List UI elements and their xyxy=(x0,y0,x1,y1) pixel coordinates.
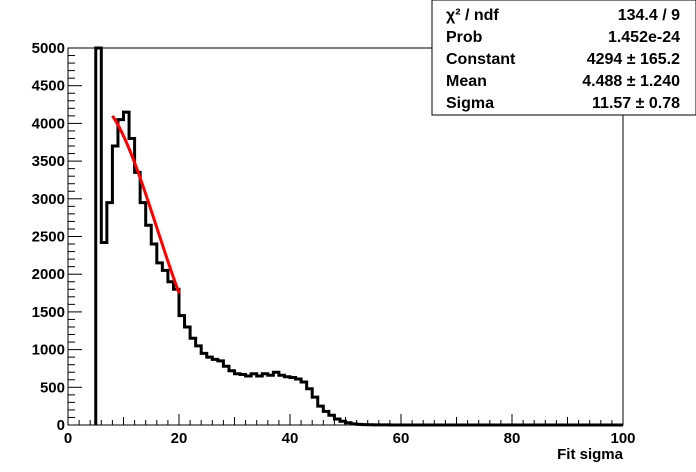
y-tick-label: 5000 xyxy=(32,40,65,57)
stats-box-frame xyxy=(431,0,696,116)
stats-label-mean: Mean xyxy=(446,73,487,90)
y-tick-label: 500 xyxy=(40,379,65,396)
y-tick-label: 4500 xyxy=(32,78,65,95)
stats-value-constant: 4294 ± 165.2 xyxy=(587,51,680,68)
x-tick-label: 80 xyxy=(504,430,521,447)
y-tick-label: 3000 xyxy=(32,191,65,208)
stats-label-chi2: χ² / ndf xyxy=(446,7,499,24)
stats-value-prob: 1.452e-24 xyxy=(608,29,680,46)
x-tick-label: 40 xyxy=(282,430,299,447)
axis-ticks xyxy=(67,47,624,426)
gaussian-fit-curve xyxy=(111,114,181,294)
stats-value-mean: 4.488 ± 1.240 xyxy=(582,73,680,90)
x-tick-label: 100 xyxy=(610,430,635,447)
x-axis-title: Fit sigma xyxy=(557,446,624,463)
y-tick-label: 2500 xyxy=(32,229,65,246)
stats-value-sigma: 11.57 ± 0.78 xyxy=(592,95,680,112)
x-tick-label: 0 xyxy=(64,430,72,447)
y-tick-label: 3500 xyxy=(32,153,65,170)
stats-label-prob: Prob xyxy=(446,29,483,46)
tick-labels: 0 20 40 60 80 1000500100015002000250030003500… xyxy=(32,40,636,447)
x-tick-label: 20 xyxy=(171,430,188,447)
y-tick-label: 1000 xyxy=(32,342,65,359)
y-tick-label: 4000 xyxy=(32,115,65,132)
y-tick-label: 2000 xyxy=(32,266,65,283)
x-tick-label: 60 xyxy=(393,430,410,447)
y-tick-label: 0 xyxy=(57,417,65,434)
stats-label-constant: Constant xyxy=(446,51,516,68)
stats-box: χ² / ndf 134.4 / 9 Prob 1.452e-24 Consta… xyxy=(431,0,696,116)
histogram-line xyxy=(94,46,623,427)
stats-label-sigma: Sigma xyxy=(446,95,494,112)
stats-value-chi2: 134.4 / 9 xyxy=(618,7,680,24)
y-tick-label: 1500 xyxy=(32,304,65,321)
